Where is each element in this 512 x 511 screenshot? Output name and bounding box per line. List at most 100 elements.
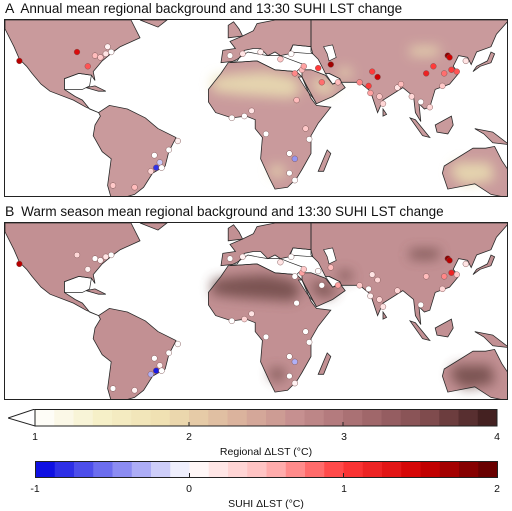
- land-greenland-edge: [140, 20, 167, 28]
- city-marker: [293, 96, 300, 104]
- suhi-colorbar-step: [420, 461, 441, 478]
- city-marker: [16, 57, 23, 65]
- land-borneo: [435, 116, 454, 134]
- regional-colorbar-step: [381, 409, 402, 426]
- land-north-america: [5, 223, 140, 316]
- coast-borneo: [434, 318, 454, 338]
- regional-colorbar-step: [246, 409, 267, 426]
- land-new-guinea: [474, 331, 507, 348]
- regional-colorbar-step: [92, 409, 113, 426]
- city-marker: [286, 353, 293, 360]
- regional-colorbar-step: [304, 409, 325, 426]
- land-asia: [311, 20, 507, 122]
- city-marker: [318, 282, 325, 289]
- panel-b-title-text: Warm season mean regional background and…: [21, 204, 444, 219]
- city-marker: [374, 276, 381, 284]
- city-marker: [165, 146, 172, 154]
- city-marker: [367, 89, 374, 97]
- land-south-america: [93, 308, 176, 399]
- regional-colorbar-step: [477, 409, 498, 426]
- coast-sri-lanka: [382, 310, 388, 320]
- suhi-colorbar-title: SUHI ΔLST (°C): [228, 498, 304, 510]
- regional-colorbar-step: [227, 409, 248, 426]
- city-marker: [417, 301, 424, 309]
- city-marker: [151, 152, 158, 159]
- city-marker: [302, 125, 309, 132]
- city-marker: [302, 328, 309, 335]
- city-marker: [174, 340, 181, 348]
- coast-greenland-edge: [139, 20, 168, 28]
- city-marker: [300, 63, 307, 70]
- city-marker: [286, 150, 293, 157]
- regional-colorbar-frame: [34, 409, 498, 427]
- city-marker: [241, 315, 248, 323]
- land-cuba: [86, 85, 106, 92]
- map-panel-a: [4, 19, 508, 197]
- city-marker: [448, 269, 455, 276]
- city-marker: [441, 273, 448, 280]
- city-marker: [104, 43, 111, 50]
- coast-asia: [310, 223, 507, 325]
- suhi-colorbar-step: [439, 461, 460, 478]
- panel-b-letter: B: [5, 203, 15, 219]
- suhi-colorbar-step: [151, 461, 171, 478]
- regional-colorbar-step: [131, 409, 151, 426]
- region-kalahari: [269, 166, 284, 177]
- regional-colorbar-step: [420, 409, 440, 426]
- city-marker: [257, 48, 264, 56]
- regional-colorbar-step: [189, 409, 209, 426]
- city-marker: [367, 292, 374, 300]
- city-marker: [365, 285, 372, 293]
- suhi-colorbar-step: [208, 461, 229, 478]
- regional-colorbar-bar: [6, 408, 498, 427]
- coast-sumatra: [408, 117, 431, 139]
- city-marker: [241, 112, 248, 120]
- city-marker: [156, 159, 163, 166]
- city-marker: [291, 177, 298, 184]
- suhi-colorbar-step: [324, 461, 344, 478]
- city-marker: [226, 52, 234, 59]
- city-marker: [73, 251, 81, 259]
- city-marker: [462, 260, 469, 268]
- city-marker: [291, 273, 298, 280]
- coast-africa: [207, 263, 332, 393]
- city-marker: [147, 168, 154, 175]
- regional-tick-2: 2: [186, 431, 192, 443]
- coast-new-guinea: [474, 331, 507, 348]
- land-south-america: [93, 105, 176, 196]
- panel-b-title: B Warm season mean regional background a…: [5, 203, 444, 219]
- coast-south-america: [92, 104, 177, 196]
- city-marker: [423, 70, 430, 77]
- city-marker: [369, 271, 376, 278]
- coast-australia: [441, 348, 507, 399]
- region-gobi: [410, 249, 441, 259]
- regional-colorbar-step: [169, 409, 190, 426]
- city-marker: [248, 107, 255, 114]
- suhi-colorbar-step: [343, 461, 364, 478]
- city-marker: [334, 79, 342, 86]
- city-marker: [277, 56, 284, 63]
- suhi-colorbar-step: [459, 461, 479, 478]
- city-marker: [131, 184, 138, 191]
- city-marker: [102, 253, 109, 260]
- coast-madagascar: [317, 149, 332, 172]
- city-marker: [239, 253, 246, 260]
- city-marker: [108, 251, 115, 259]
- suhi-colorbar-step: [74, 461, 94, 478]
- city-marker: [228, 317, 235, 325]
- city-marker: [441, 70, 448, 77]
- coast-new-guinea: [474, 128, 507, 145]
- sea-caspian-sea: [323, 44, 337, 62]
- city-marker: [108, 48, 115, 56]
- suhi-tick-2: 2: [494, 483, 500, 495]
- suhi-colorbar-step: [247, 461, 267, 478]
- regional-colorbar-step: [35, 409, 55, 426]
- city-marker: [239, 50, 246, 57]
- city-marker: [131, 387, 138, 394]
- coast-asia: [310, 20, 507, 122]
- land-greenland-edge: [140, 223, 167, 231]
- city-marker: [369, 68, 376, 75]
- map-svg: [5, 223, 507, 399]
- land-borneo: [435, 319, 454, 337]
- city-marker: [158, 164, 165, 171]
